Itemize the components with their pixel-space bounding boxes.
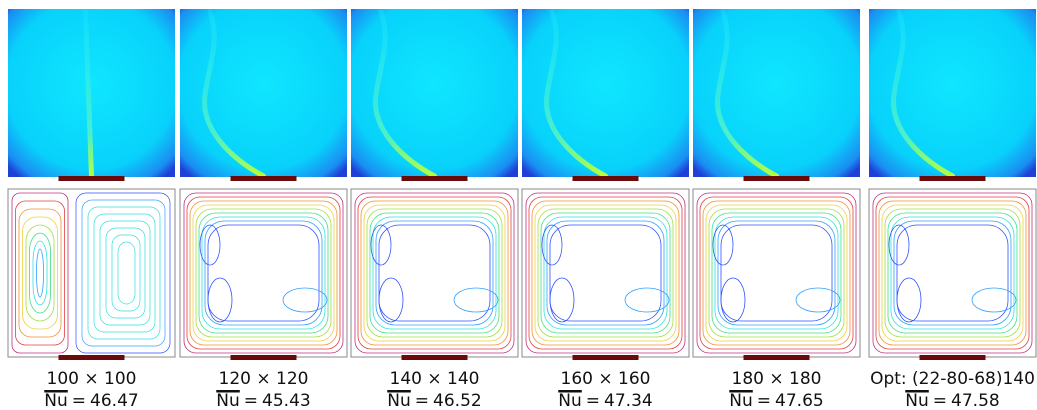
nu-symbol: Nu <box>729 391 753 410</box>
heater <box>231 176 297 181</box>
heater <box>573 176 639 181</box>
panel: 120 × 120 Nu=45.43 <box>180 9 347 410</box>
grid-size: 120 × 120 <box>219 369 309 389</box>
grid-size: 160 × 160 <box>561 369 651 389</box>
heater <box>744 355 810 360</box>
nu-symbol: Nu <box>558 391 582 410</box>
nu-value: 46.47 <box>90 391 139 410</box>
equals-sign: = <box>415 391 429 410</box>
panel: Opt: (22-80-68)140 Nu=47.58 <box>869 9 1036 410</box>
nusselt-caption: Nu=47.58 <box>905 391 999 410</box>
grid-size: 180 × 180 <box>732 369 822 389</box>
nu-symbol: Nu <box>905 391 929 410</box>
equals-sign: = <box>933 391 947 410</box>
grid-size: Opt: (22-80-68)140 <box>870 369 1035 389</box>
nu-symbol: Nu <box>387 391 411 410</box>
heater <box>744 176 810 181</box>
grid-size: 100 × 100 <box>47 369 137 389</box>
nu-symbol: Nu <box>216 391 240 410</box>
nusselt-caption: Nu=45.43 <box>216 391 310 410</box>
heater <box>402 176 468 181</box>
equals-sign: = <box>586 391 600 410</box>
heater <box>402 355 468 360</box>
panel: 100 × 100 Nu=46.47 <box>8 9 175 410</box>
equals-sign: = <box>72 391 86 410</box>
nu-value: 47.58 <box>951 391 1000 410</box>
panel: 180 × 180 Nu=47.65 <box>693 9 860 410</box>
heater <box>920 176 986 181</box>
nu-symbol: Nu <box>44 391 68 410</box>
equals-sign: = <box>757 391 771 410</box>
nu-value: 47.65 <box>775 391 824 410</box>
grid-size: 140 × 140 <box>390 369 480 389</box>
nu-value: 46.52 <box>433 391 482 410</box>
panel: 160 × 160 Nu=47.34 <box>522 9 689 410</box>
heater <box>573 355 639 360</box>
nusselt-caption: Nu=46.47 <box>44 391 138 410</box>
panel: 140 × 140 Nu=46.52 <box>351 9 518 410</box>
nu-value: 45.43 <box>262 391 311 410</box>
heater <box>920 355 986 360</box>
nu-value: 47.34 <box>604 391 653 410</box>
figure: 100 × 100Nu=46.47120 × 120Nu=45.43140 × … <box>0 0 1037 410</box>
nusselt-caption: Nu=46.52 <box>387 391 481 410</box>
heater <box>59 176 125 181</box>
nusselt-caption: Nu=47.34 <box>558 391 652 410</box>
equals-sign: = <box>244 391 258 410</box>
nusselt-caption: Nu=47.65 <box>729 391 823 410</box>
heater <box>59 355 125 360</box>
heater <box>231 355 297 360</box>
